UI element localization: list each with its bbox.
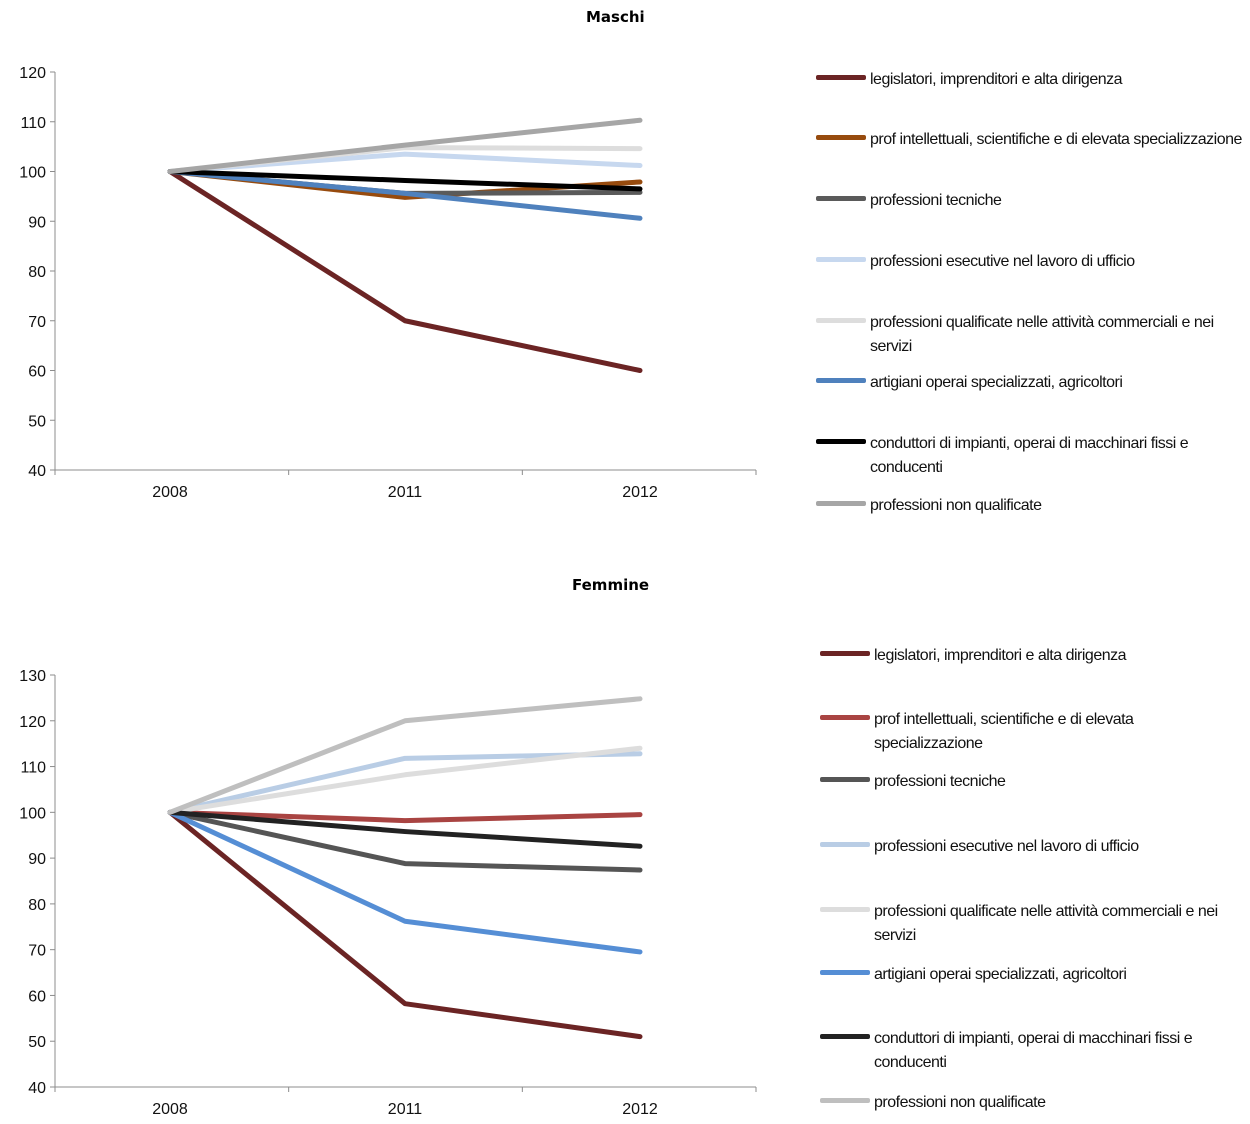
- y-tick-label: 50: [28, 413, 46, 430]
- y-tick-label: 110: [20, 760, 46, 777]
- y-tick-label: 130: [19, 668, 46, 685]
- y-tick-label: 60: [28, 364, 46, 381]
- series-line-6: [167, 169, 643, 221]
- y-tick-label: 70: [28, 314, 46, 331]
- series-line-7: [167, 809, 643, 849]
- y-tick-label: 120: [19, 65, 46, 82]
- y-tick-label: 110: [20, 115, 46, 132]
- y-tick-label: 90: [28, 851, 46, 868]
- series-line-7: [167, 169, 643, 192]
- series-line-8: [167, 117, 643, 174]
- y-tick-label: 40: [28, 463, 46, 480]
- series-line-6: [167, 809, 643, 955]
- y-tick-label: 100: [19, 165, 46, 182]
- x-tick-label: 2011: [388, 484, 423, 501]
- y-tick-label: 40: [28, 1080, 46, 1097]
- series-line-1: [167, 169, 643, 373]
- series-line-1: [167, 809, 643, 1040]
- y-tick-label: 100: [19, 805, 46, 822]
- x-tick-label: 2012: [622, 1101, 658, 1118]
- series-line-5: [167, 745, 643, 815]
- chart-title-femmine: Femmine: [572, 576, 650, 594]
- series-line-8: [167, 696, 643, 815]
- y-tick-label: 80: [28, 264, 46, 281]
- y-tick-label: 70: [28, 943, 46, 960]
- chart-title-maschi: Maschi: [586, 8, 645, 26]
- x-tick-label: 2011: [388, 1101, 423, 1118]
- y-tick-label: 80: [28, 897, 46, 914]
- series-line-2: [167, 809, 643, 824]
- series-line-3: [167, 809, 643, 873]
- y-tick-label: 120: [19, 714, 46, 731]
- y-tick-label: 50: [28, 1034, 46, 1051]
- x-tick-label: 2012: [622, 484, 658, 501]
- y-tick-label: 90: [28, 214, 46, 231]
- x-tick-label: 2008: [152, 484, 188, 501]
- x-tick-label: 2008: [152, 1101, 188, 1118]
- y-tick-label: 60: [28, 988, 46, 1005]
